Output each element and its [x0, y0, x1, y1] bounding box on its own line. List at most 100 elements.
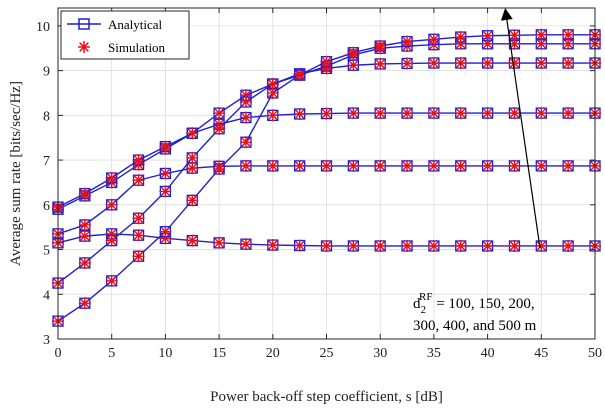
y-tick-label: 5 — [43, 244, 50, 259]
simulation-point — [105, 274, 118, 287]
legend-analytical-label: Analytical — [108, 17, 163, 32]
series-markers — [52, 28, 601, 328]
simulation-point — [293, 69, 306, 82]
x-tick-label: 25 — [320, 346, 334, 361]
simulation-point — [535, 28, 548, 41]
simulation-point — [159, 140, 172, 153]
simulation-point — [427, 239, 440, 252]
simulation-point — [535, 239, 548, 252]
x-tick-label: 40 — [481, 346, 495, 361]
simulation-point — [239, 111, 252, 124]
annotation: d2RF = 100, 150, 200, 300, 400, and 500 … — [413, 8, 541, 334]
simulation-point — [535, 159, 548, 172]
simulation-point — [481, 57, 494, 70]
simulation-point — [481, 29, 494, 42]
simulation-point — [186, 162, 199, 175]
y-tick-label: 6 — [43, 199, 50, 214]
simulation-point — [105, 234, 118, 247]
simulation-point — [562, 107, 575, 120]
simulation-point — [508, 239, 521, 252]
simulation-point — [454, 159, 467, 172]
simulation-point — [454, 57, 467, 70]
x-tick-label: 0 — [55, 346, 62, 361]
simulation-point — [320, 159, 333, 172]
simulation-point — [427, 107, 440, 120]
simulation-point — [293, 159, 306, 172]
simulation-point — [239, 136, 252, 149]
simulation-point — [78, 256, 91, 269]
x-tick-label: 20 — [266, 346, 280, 361]
simulation-point — [78, 218, 91, 231]
y-axis-label: Average sum rate [bits/sec/Hz] — [8, 81, 24, 266]
x-tick-label: 10 — [158, 346, 172, 361]
simulation-point — [401, 35, 414, 48]
simulation-point — [239, 95, 252, 108]
simulation-point — [132, 154, 145, 167]
simulation-point — [132, 229, 145, 242]
simulation-point — [508, 29, 521, 42]
simulation-point — [132, 250, 145, 263]
annotation-line-2: 300, 400, and 500 m — [413, 318, 537, 334]
simulation-point — [374, 107, 387, 120]
simulation-point — [132, 174, 145, 187]
simulation-point — [535, 107, 548, 120]
x-tick-label: 50 — [588, 346, 602, 361]
simulation-point — [213, 122, 226, 135]
annotation-arrow — [500, 8, 541, 249]
simulation-point — [186, 151, 199, 164]
simulation-point — [213, 236, 226, 249]
simulation-point — [239, 159, 252, 172]
simulation-point — [454, 31, 467, 44]
y-tick-label: 10 — [36, 20, 50, 35]
simulation-point — [374, 40, 387, 53]
simulation-point — [427, 57, 440, 70]
simulation-point — [562, 159, 575, 172]
simulation-point — [159, 225, 172, 238]
y-tick-label: 4 — [43, 288, 50, 303]
x-axis-label: Power back-off step coefficient, s [dB] — [210, 389, 443, 405]
annotation-line-1-text: = 100, 150, 200, — [432, 296, 534, 312]
y-tick-label: 8 — [43, 109, 50, 124]
simulation-point — [320, 107, 333, 120]
simulation-point — [347, 107, 360, 120]
simulation-point — [347, 159, 360, 172]
simulation-point — [293, 239, 306, 252]
simulation-point — [347, 46, 360, 59]
simulation-point — [293, 108, 306, 121]
simulation-point — [320, 55, 333, 68]
x-tick-label: 30 — [373, 346, 387, 361]
annotation-superscript: RF — [419, 291, 432, 303]
simulation-point — [159, 167, 172, 180]
legend: Analytical Simulation — [60, 10, 190, 60]
simulation-point — [401, 239, 414, 252]
simulation-point — [401, 107, 414, 120]
simulation-point — [401, 159, 414, 172]
x-tick-label: 35 — [427, 346, 441, 361]
simulation-point — [78, 230, 91, 243]
simulation-point — [454, 107, 467, 120]
simulation-point — [78, 297, 91, 310]
simulation-point — [562, 28, 575, 41]
simulation-point — [481, 239, 494, 252]
plot-frame — [57, 7, 596, 340]
simulation-point — [481, 107, 494, 120]
y-tick-label: 9 — [43, 65, 50, 80]
simulation-point — [427, 33, 440, 46]
simulation-point — [105, 198, 118, 211]
x-tick-label: 45 — [534, 346, 548, 361]
legend-analytical-marker — [78, 18, 90, 30]
legend-simulation-label: Simulation — [108, 40, 166, 55]
simulation-point — [186, 127, 199, 140]
x-tick-label: 5 — [108, 346, 115, 361]
simulation-point — [535, 57, 548, 70]
x-tick-label: 15 — [212, 346, 226, 361]
simulation-point — [347, 59, 360, 72]
simulation-point — [105, 171, 118, 184]
simulation-point — [213, 107, 226, 120]
simulation-point — [427, 159, 440, 172]
simulation-point — [266, 109, 279, 122]
simulation-point — [401, 57, 414, 70]
simulation-point — [374, 57, 387, 70]
simulation-point — [266, 239, 279, 252]
